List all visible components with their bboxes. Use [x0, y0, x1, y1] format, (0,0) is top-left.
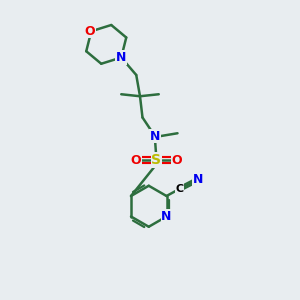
Text: N: N — [161, 210, 172, 223]
Text: N: N — [116, 51, 126, 64]
Text: S: S — [151, 153, 161, 167]
Text: O: O — [85, 25, 95, 38]
Text: N: N — [150, 130, 160, 143]
Text: N: N — [193, 173, 203, 186]
Text: O: O — [171, 154, 182, 166]
Text: C: C — [176, 184, 184, 194]
Text: O: O — [130, 154, 141, 166]
